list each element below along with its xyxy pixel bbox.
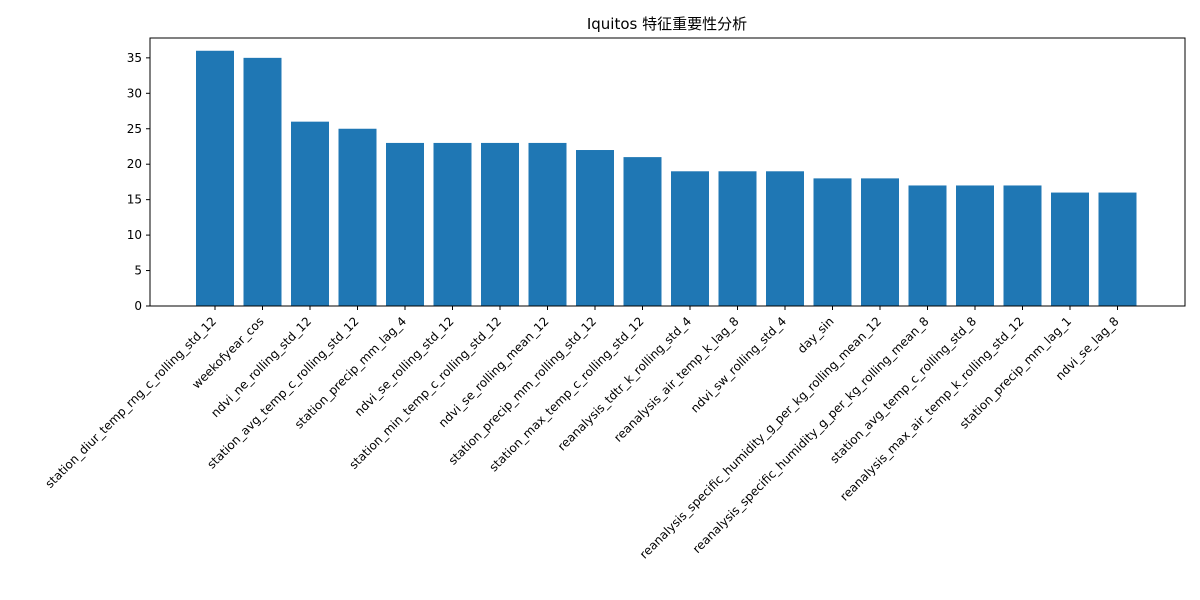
y-tick-label: 30: [127, 86, 142, 100]
x-tick-label: reanalysis_max_air_temp_k_rolling_std_12: [837, 314, 1026, 503]
bar-reanalysis_max_air_temp_k_rolling_std_12: [1003, 185, 1042, 306]
bar-ndvi_se_rolling_mean_12: [528, 142, 567, 306]
bar-ndvi_se_lag_8: [1098, 192, 1137, 306]
bar-weekofyear_cos: [243, 57, 282, 306]
y-axis: 0 5 10 15 20 25 30 35: [127, 51, 150, 313]
bar-reanalysis_specific_humidity_g_per_kg_rolling_mean_12: [861, 178, 899, 306]
chart-title: Iquitos 特征重要性分析: [587, 15, 747, 33]
bar-station_max_temp_c_rolling_std_12: [623, 157, 662, 306]
bar-ndvi_se_rolling_std_12: [433, 142, 472, 306]
bar-station_avg_temp_c_rolling_std_8: [956, 185, 994, 306]
bar-ndvi_sw_rolling_std_4: [766, 171, 804, 306]
x-tick-label: day_sin: [795, 314, 837, 356]
bar-station_precip_mm_rolling_std_12: [576, 150, 614, 306]
bar-station_min_temp_c_rolling_std_12: [481, 142, 519, 306]
y-tick-label: 25: [127, 122, 142, 136]
x-axis: station_diur_temp_rng_c_rolling_std_12we…: [42, 306, 1122, 561]
bar-station_avg_temp_c_rolling_std_12: [338, 128, 377, 306]
x-tick-label: ndvi_sw_rolling_std_4: [688, 314, 789, 415]
bar-station_precip_mm_lag_4: [386, 142, 424, 306]
plot-frame: [149, 37, 1186, 307]
bar-station_diur_temp_rng_c_rolling_std_12: [196, 50, 234, 307]
bar-reanalysis_specific_humidity_g_per_kg_rolling_mean_8: [908, 185, 947, 306]
y-tick-label: 15: [127, 193, 142, 207]
bar-reanalysis_air_temp_k_lag_8: [718, 171, 757, 306]
bar-day_sin: [813, 178, 852, 306]
y-tick-label: 35: [127, 51, 142, 65]
bar-ndvi_ne_rolling_std_12: [291, 121, 329, 306]
bars-group: [196, 50, 1137, 307]
x-tick-label: station_diur_temp_rng_c_rolling_std_12: [42, 314, 219, 491]
y-tick-label: 5: [134, 264, 142, 278]
bar-station_precip_mm_lag_1: [1051, 192, 1089, 306]
y-tick-label: 10: [127, 228, 142, 242]
y-tick-label: 0: [134, 299, 142, 313]
bar-reanalysis_tdtr_k_rolling_std_4: [671, 171, 709, 306]
y-tick-label: 20: [127, 157, 142, 171]
